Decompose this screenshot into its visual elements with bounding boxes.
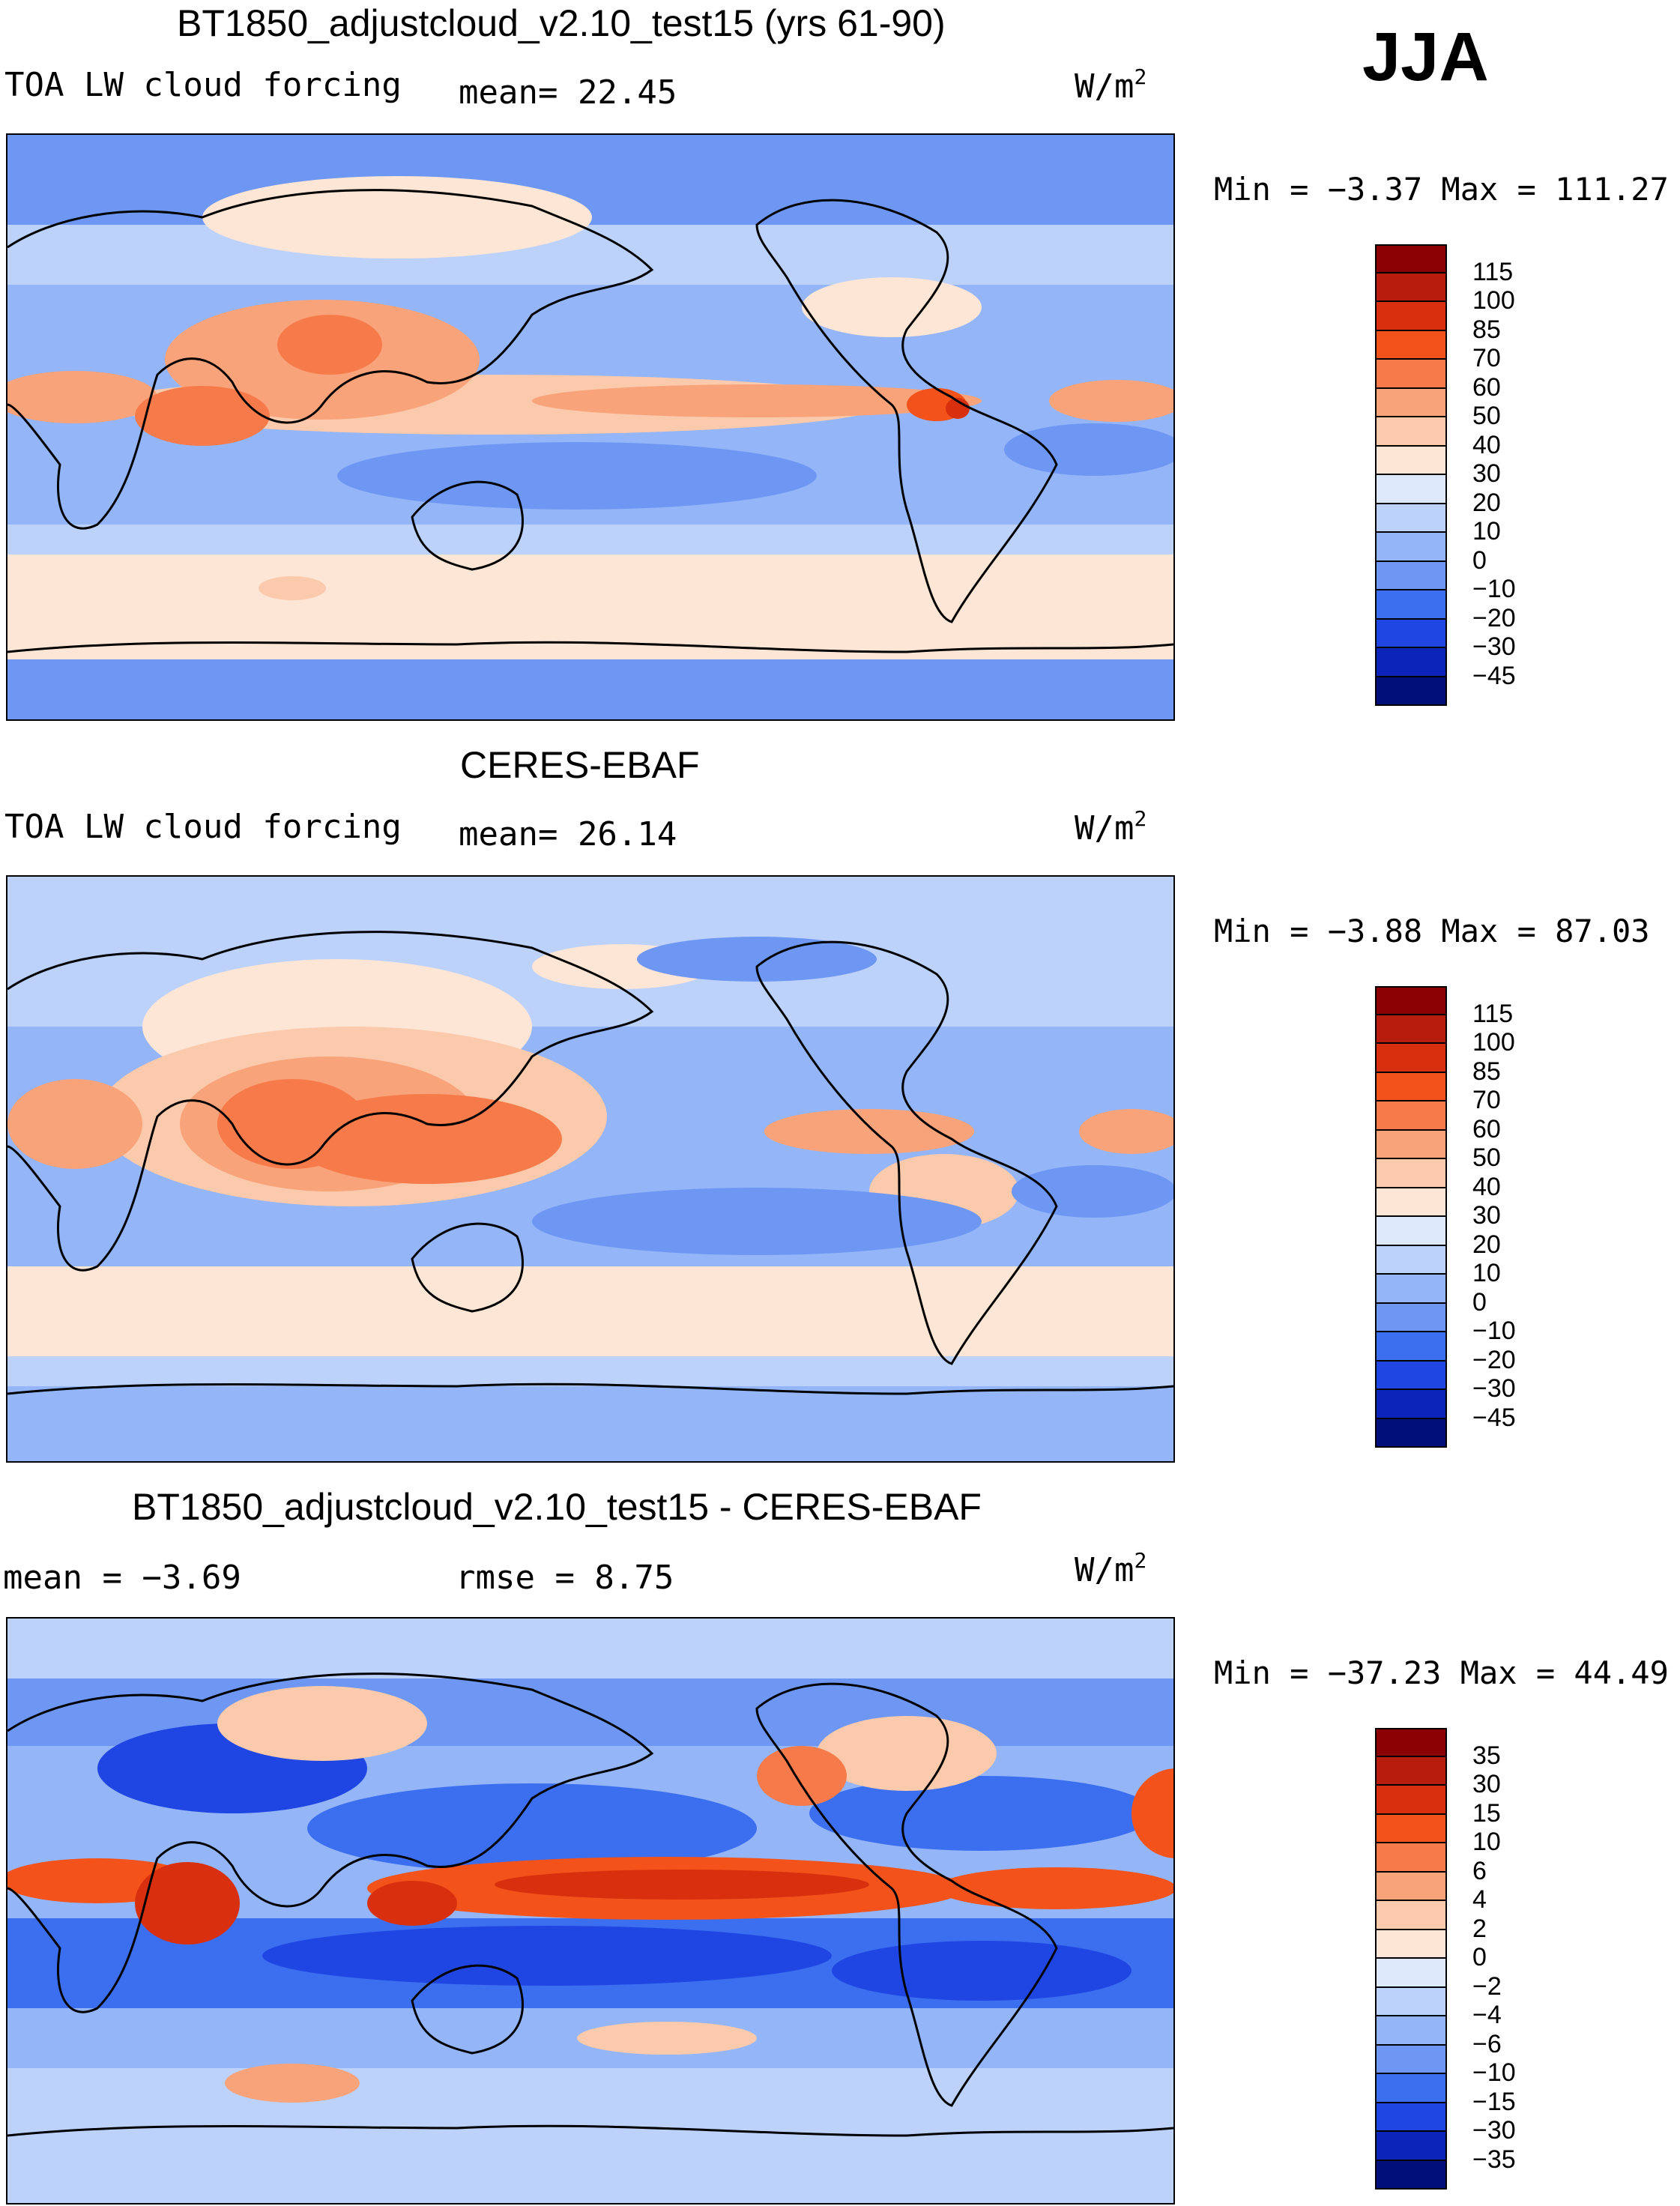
panel-1-mean: mean= 22.45 (459, 73, 677, 112)
panel-3-map (6, 1617, 1175, 2205)
colorbar-tick-label: 20 (1472, 1230, 1501, 1259)
colorbar-tick-label: −10 (1472, 575, 1516, 603)
colorbar-tick-label: 10 (1472, 1828, 1501, 1856)
colorbar-tick-label: 2 (1472, 1915, 1487, 1943)
panel-1-title: BT1850_adjustcloud_v2.10_test15 (yrs 61-… (177, 2, 946, 44)
panel-2-title: CERES-EBAF (460, 744, 700, 786)
panel-2-field-label: TOA LW cloud forcing (4, 808, 402, 846)
colorbar-tick-label: 85 (1472, 315, 1501, 344)
colorbar-tick-label: 70 (1472, 344, 1501, 372)
colorbar-tick-label: 10 (1472, 1259, 1501, 1287)
panel-3-colorbar: 35 30 15 10 6 4 2 0 −2 −4 −6 −10 −15 −30… (1375, 1728, 1516, 2190)
colorbar-tick-label: −45 (1472, 662, 1516, 690)
colorbar-tick-label: 115 (1472, 1000, 1514, 1028)
colorbar-tick-label: 15 (1472, 1799, 1501, 1828)
panel-2-minmax: Min = −3.88 Max = 87.03 (1214, 913, 1650, 949)
panel-3-minmax: Min = −37.23 Max = 44.49 (1214, 1654, 1669, 1691)
colorbar-tick-label: 35 (1472, 1741, 1501, 1770)
colorbar-tick-label: 6 (1472, 1857, 1487, 1885)
colorbar-tick-label: 4 (1472, 1885, 1487, 1914)
colorbar-tick-label: 60 (1472, 373, 1501, 402)
colorbar-tick-label: −45 (1472, 1403, 1516, 1432)
colorbar-tick-label: 10 (1472, 517, 1501, 546)
colorbar-tick-label: −6 (1472, 2030, 1502, 2058)
colorbar-tick-label: 115 (1472, 258, 1514, 286)
colorbar-tick-label: 40 (1472, 431, 1501, 459)
colorbar-tick-label: 70 (1472, 1086, 1501, 1114)
colorbar-tick-label: 60 (1472, 1115, 1501, 1143)
panel-3-title: BT1850_adjustcloud_v2.10_test15 - CERES-… (132, 1486, 982, 1528)
panel-2-mean: mean= 26.14 (459, 815, 677, 853)
colorbar-tick-label: −15 (1472, 2088, 1516, 2116)
panel-1-minmax: Min = −3.37 Max = 111.27 (1214, 171, 1669, 208)
panel-3-rmse: rmse = 8.75 (456, 1559, 674, 1597)
panel-2-unit: W/m2 (1075, 806, 1147, 847)
colorbar-tick-label: 40 (1472, 1173, 1501, 1201)
panel-1-field-label: TOA LW cloud forcing (4, 66, 402, 104)
colorbar-tick-label: −35 (1472, 2145, 1516, 2174)
colorbar-tick-label: 100 (1472, 1028, 1515, 1057)
panel-1-unit: W/m2 (1075, 64, 1147, 106)
season-label: JJA (1362, 19, 1489, 95)
panel-2-colorbar: 115 100 85 70 60 50 40 30 20 10 0 −10 −2… (1375, 986, 1516, 1448)
colorbar-tick-label: 20 (1472, 489, 1501, 517)
colorbar-tick-label: 0 (1472, 1288, 1487, 1317)
colorbar-tick-label: 0 (1472, 546, 1487, 575)
panel-1-map (6, 133, 1175, 721)
colorbar-tick-label: −30 (1472, 1374, 1516, 1403)
colorbar-tick-label: −10 (1472, 2058, 1516, 2087)
colorbar-tick-label: 50 (1472, 1143, 1501, 1172)
colorbar-tick-label: 85 (1472, 1057, 1501, 1086)
colorbar-tick-label: 0 (1472, 1943, 1487, 1971)
colorbar-tick-label: 30 (1472, 1770, 1501, 1798)
panel-3-mean: mean = −3.69 (3, 1559, 241, 1597)
panel-2-map (6, 875, 1175, 1463)
colorbar-tick-label: 30 (1472, 1201, 1501, 1230)
colorbar-tick-label: −4 (1472, 2001, 1502, 2029)
colorbar-tick-label: −20 (1472, 1346, 1516, 1374)
colorbar-tick-label: −20 (1472, 604, 1516, 632)
panel-3-unit: W/m2 (1075, 1548, 1147, 1589)
colorbar-tick-label: −10 (1472, 1317, 1516, 1345)
panel-1-colorbar: 115 100 85 70 60 50 40 30 20 10 0 −10 −2… (1375, 244, 1516, 706)
colorbar-tick-label: 100 (1472, 286, 1515, 315)
colorbar-tick-label: −2 (1472, 1972, 1502, 2001)
colorbar-tick-label: 50 (1472, 402, 1501, 430)
colorbar-tick-label: 30 (1472, 459, 1501, 488)
colorbar-tick-label: −30 (1472, 2116, 1516, 2145)
colorbar-tick-label: −30 (1472, 632, 1516, 661)
